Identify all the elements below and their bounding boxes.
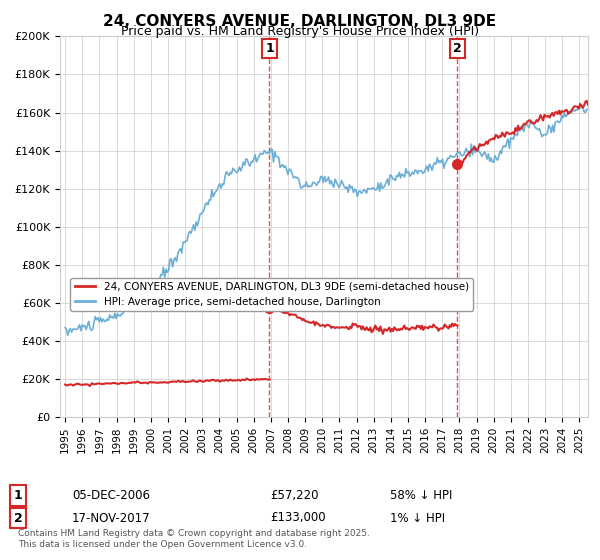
Text: Price paid vs. HM Land Registry's House Price Index (HPI): Price paid vs. HM Land Registry's House … [121, 25, 479, 38]
Text: 24, CONYERS AVENUE, DARLINGTON, DL3 9DE: 24, CONYERS AVENUE, DARLINGTON, DL3 9DE [103, 14, 497, 29]
Text: 17-NOV-2017: 17-NOV-2017 [72, 511, 151, 525]
Text: 2: 2 [14, 511, 22, 525]
Text: Contains HM Land Registry data © Crown copyright and database right 2025.
This d: Contains HM Land Registry data © Crown c… [18, 529, 370, 549]
Text: 2: 2 [453, 42, 462, 55]
Text: 58% ↓ HPI: 58% ↓ HPI [390, 489, 452, 502]
Text: 1: 1 [265, 42, 274, 55]
Legend: 24, CONYERS AVENUE, DARLINGTON, DL3 9DE (semi-detached house), HPI: Average pric: 24, CONYERS AVENUE, DARLINGTON, DL3 9DE … [70, 278, 473, 311]
Text: £133,000: £133,000 [270, 511, 326, 525]
Text: 1% ↓ HPI: 1% ↓ HPI [390, 511, 445, 525]
Text: £57,220: £57,220 [270, 489, 319, 502]
Text: 05-DEC-2006: 05-DEC-2006 [72, 489, 150, 502]
Text: 1: 1 [14, 489, 22, 502]
